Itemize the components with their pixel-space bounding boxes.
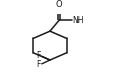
Text: F: F	[36, 51, 41, 60]
Text: 2: 2	[75, 19, 79, 24]
Text: F: F	[36, 60, 41, 69]
Text: O: O	[55, 0, 62, 9]
Text: NH: NH	[71, 16, 83, 25]
